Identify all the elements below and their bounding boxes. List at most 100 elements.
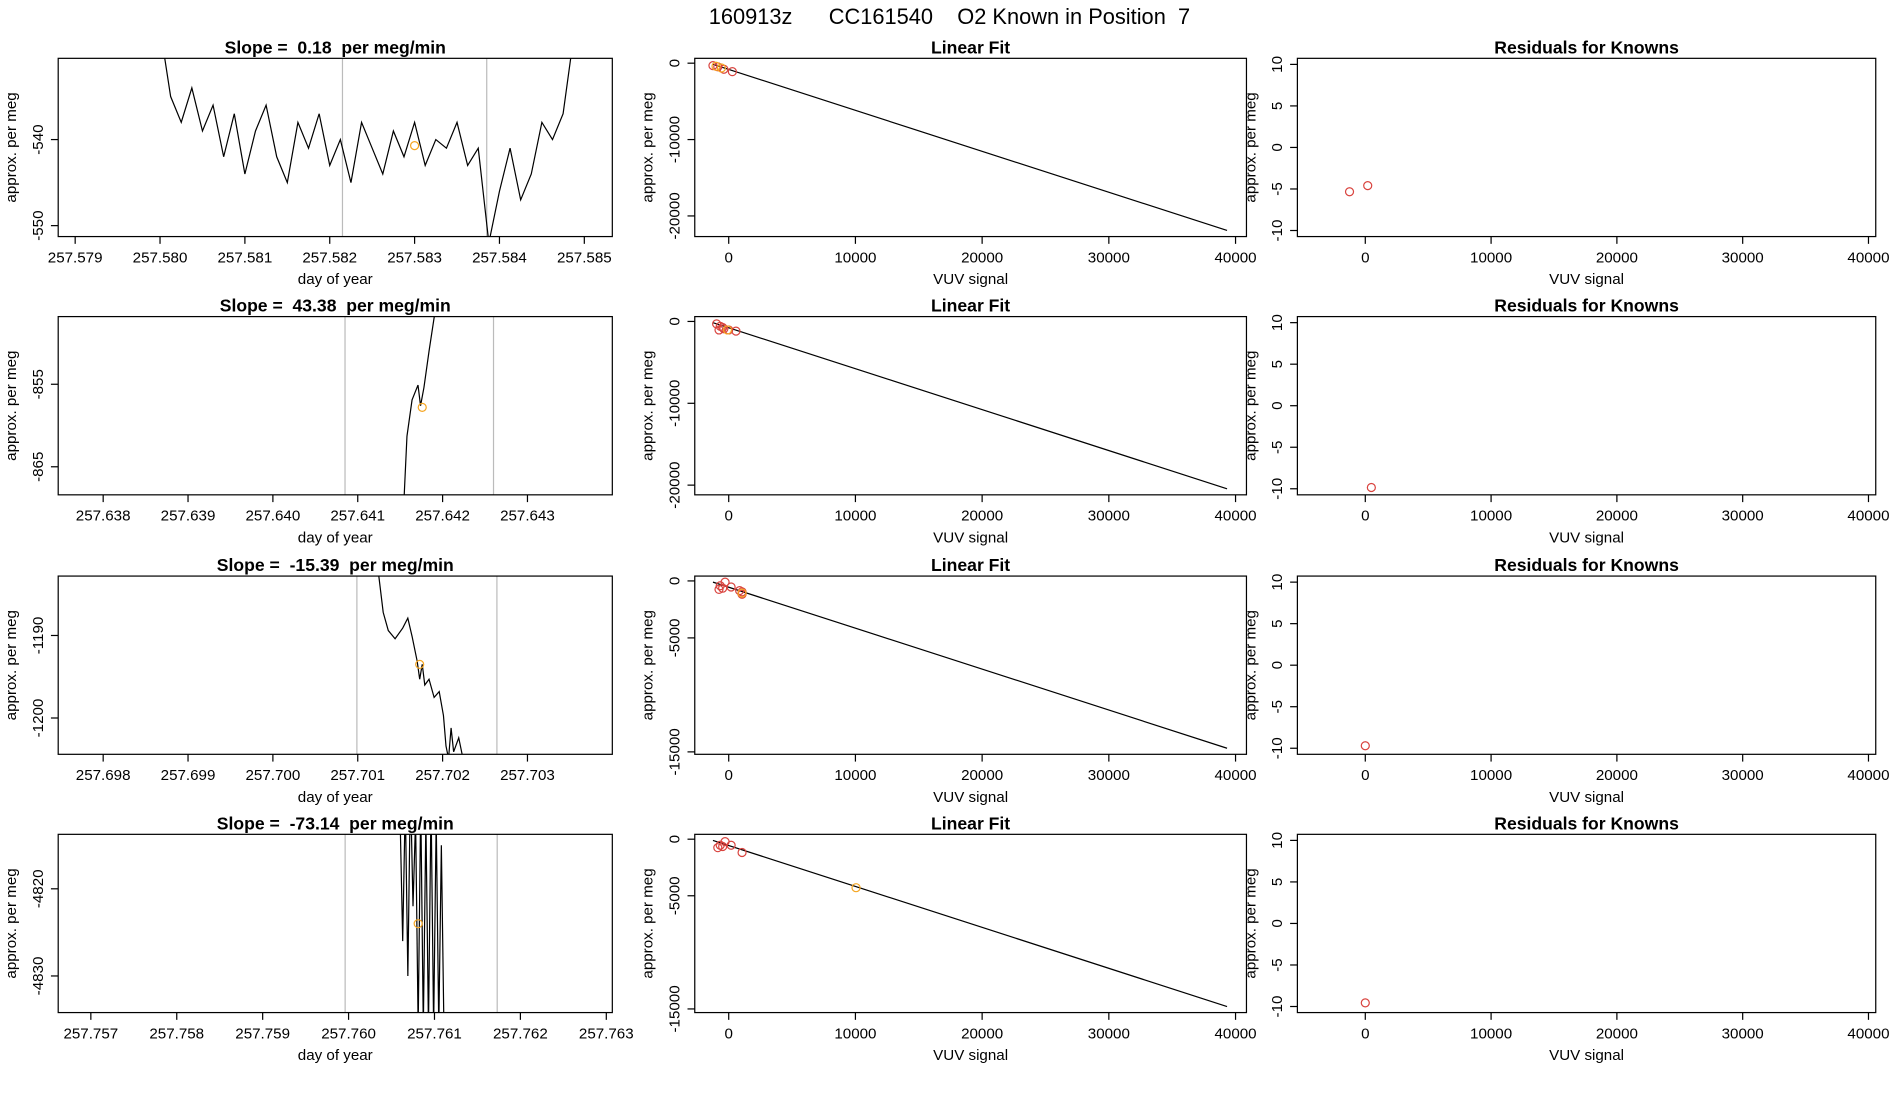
plot-frame	[694, 315, 1248, 496]
panel-title: Linear Fit	[931, 37, 1010, 57]
data-point	[417, 402, 427, 412]
x-tick-label: 0	[725, 508, 733, 525]
y-tick-label: -5	[1269, 182, 1286, 195]
y-tick-label: -5	[1269, 441, 1286, 454]
plot-area	[712, 577, 1228, 749]
y-axis-label: approx. per meg	[640, 351, 657, 461]
y-axis-label: approx. per meg	[3, 610, 20, 720]
data-point	[713, 843, 723, 853]
x-tick-label: 20000	[1596, 767, 1638, 784]
panel-title: Slope = 43.38 per meg/min	[220, 296, 451, 316]
y-axis-label: approx. per meg	[640, 92, 657, 202]
plot-area	[356, 576, 498, 755]
x-tick-label: 257.579	[48, 249, 103, 266]
panel: Linear Fit VUV signal approx. per meg 0 1000…	[640, 555, 1257, 806]
y-tick-label: 5	[1269, 102, 1286, 110]
panel-title: Linear Fit	[931, 296, 1010, 316]
x-axis-label: VUV signal	[933, 1047, 1008, 1064]
panel: Slope = -73.14 per meg/min day of year app…	[3, 813, 634, 1064]
plot-frame	[57, 575, 613, 755]
y-tick-label: -5000	[666, 619, 683, 658]
data-point	[737, 588, 747, 598]
x-tick-label: 40000	[1214, 508, 1256, 525]
y-tick-label: -550	[30, 210, 47, 240]
panel-title: Slope = 0.18 per meg/min	[225, 37, 446, 57]
y-tick-label: -10	[1269, 478, 1286, 500]
x-tick-label: 10000	[1470, 767, 1512, 784]
data-point	[720, 577, 730, 587]
y-axis-label: approx. per meg	[1242, 868, 1259, 978]
panel: Slope = 0.18 per meg/min day of year appro…	[3, 37, 613, 288]
data-line	[712, 322, 1228, 490]
x-axis-label: day of year	[298, 789, 373, 806]
x-tick-label: 10000	[834, 249, 876, 266]
data-point	[1363, 181, 1373, 191]
x-tick-label: 257.701	[330, 767, 385, 784]
x-tick-label: 0	[1361, 767, 1369, 784]
y-tick-label: 0	[1269, 661, 1286, 669]
y-axis-label: approx. per meg	[640, 868, 657, 978]
x-tick-label: 40000	[1847, 1025, 1889, 1042]
figure-title: 160913z CC161540 O2 Known in Position 7	[709, 4, 1190, 29]
plot-area	[1344, 181, 1373, 197]
y-tick-label: 5	[1269, 878, 1286, 886]
plot-area	[708, 60, 1228, 232]
plot-area	[1360, 998, 1370, 1008]
y-axis-label: approx. per meg	[1242, 351, 1259, 461]
y-tick-label: -10000	[666, 380, 683, 427]
y-tick-label: -20000	[666, 462, 683, 509]
y-tick-label: 0	[666, 59, 683, 67]
data-point	[737, 847, 747, 858]
x-tick-label: 257.703	[500, 767, 555, 784]
y-tick-label: 10	[1269, 314, 1286, 331]
y-tick-label: -865	[30, 452, 47, 482]
x-tick-label: 257.763	[579, 1025, 634, 1042]
panel: Linear Fit VUV signal approx. per meg 0 1000…	[640, 813, 1257, 1064]
x-tick-label: 30000	[1722, 1025, 1764, 1042]
x-tick-label: 30000	[1722, 249, 1764, 266]
x-tick-label: 257.639	[161, 508, 216, 525]
plot-area	[344, 316, 495, 495]
y-tick-label: -20000	[666, 192, 683, 239]
x-tick-label: 257.698	[76, 767, 131, 784]
x-tick-label: 257.642	[415, 508, 470, 525]
x-tick-label: 20000	[961, 1025, 1003, 1042]
panel: Slope = 43.38 per meg/min day of year appr…	[3, 296, 613, 546]
y-axis-label: approx. per meg	[1242, 610, 1259, 720]
x-tick-label: 20000	[1596, 1025, 1638, 1042]
data-line	[712, 581, 1228, 749]
y-tick-label: -1190	[30, 617, 47, 655]
data-point	[726, 840, 736, 850]
x-axis-label: VUV signal	[933, 271, 1008, 288]
plot-frame	[1296, 315, 1877, 496]
y-tick-label: -4820	[30, 869, 47, 908]
plot-area	[712, 837, 1228, 1008]
x-tick-label: 10000	[1470, 508, 1512, 525]
y-tick-label: 10	[1269, 832, 1286, 849]
plot-area	[344, 834, 498, 1013]
data-point	[714, 584, 724, 595]
x-tick-label: 257.757	[63, 1025, 118, 1042]
data-point	[415, 659, 425, 669]
y-tick-label: -540	[30, 124, 47, 154]
x-tick-label: 257.580	[133, 249, 188, 266]
y-tick-label: -10	[1269, 996, 1286, 1018]
y-tick-label: 5	[1269, 360, 1286, 368]
y-tick-label: -15000	[666, 985, 683, 1032]
plot-frame	[694, 833, 1248, 1014]
x-tick-label: 257.638	[76, 508, 131, 525]
x-axis-label: VUV signal	[1549, 789, 1624, 806]
plot-frame	[1296, 833, 1877, 1014]
panel: Slope = -15.39 per meg/min day of year app…	[3, 555, 613, 806]
x-tick-label: 257.700	[246, 767, 301, 784]
x-tick-label: 0	[1361, 249, 1369, 266]
x-tick-label: 40000	[1214, 1025, 1256, 1042]
y-tick-label: -10000	[666, 116, 683, 163]
y-tick-label: -15000	[666, 728, 683, 775]
x-tick-label: 10000	[834, 1025, 876, 1042]
x-tick-label: 40000	[1847, 767, 1889, 784]
panel-title: Linear Fit	[931, 813, 1010, 833]
data-point	[711, 61, 721, 71]
x-tick-label: 257.699	[161, 767, 216, 784]
